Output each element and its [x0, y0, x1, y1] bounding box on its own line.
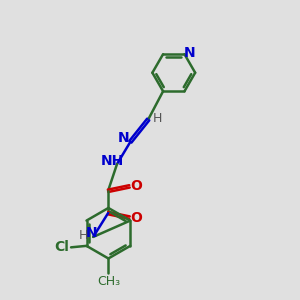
Text: N: N: [86, 226, 98, 240]
Text: O: O: [130, 179, 142, 194]
Text: NH: NH: [101, 154, 124, 167]
Text: N: N: [118, 131, 130, 145]
Text: CH₃: CH₃: [97, 275, 120, 288]
Text: H: H: [153, 112, 162, 124]
Text: N: N: [184, 46, 196, 60]
Text: H: H: [79, 229, 88, 242]
Text: Cl: Cl: [55, 240, 70, 254]
Text: O: O: [130, 211, 142, 225]
